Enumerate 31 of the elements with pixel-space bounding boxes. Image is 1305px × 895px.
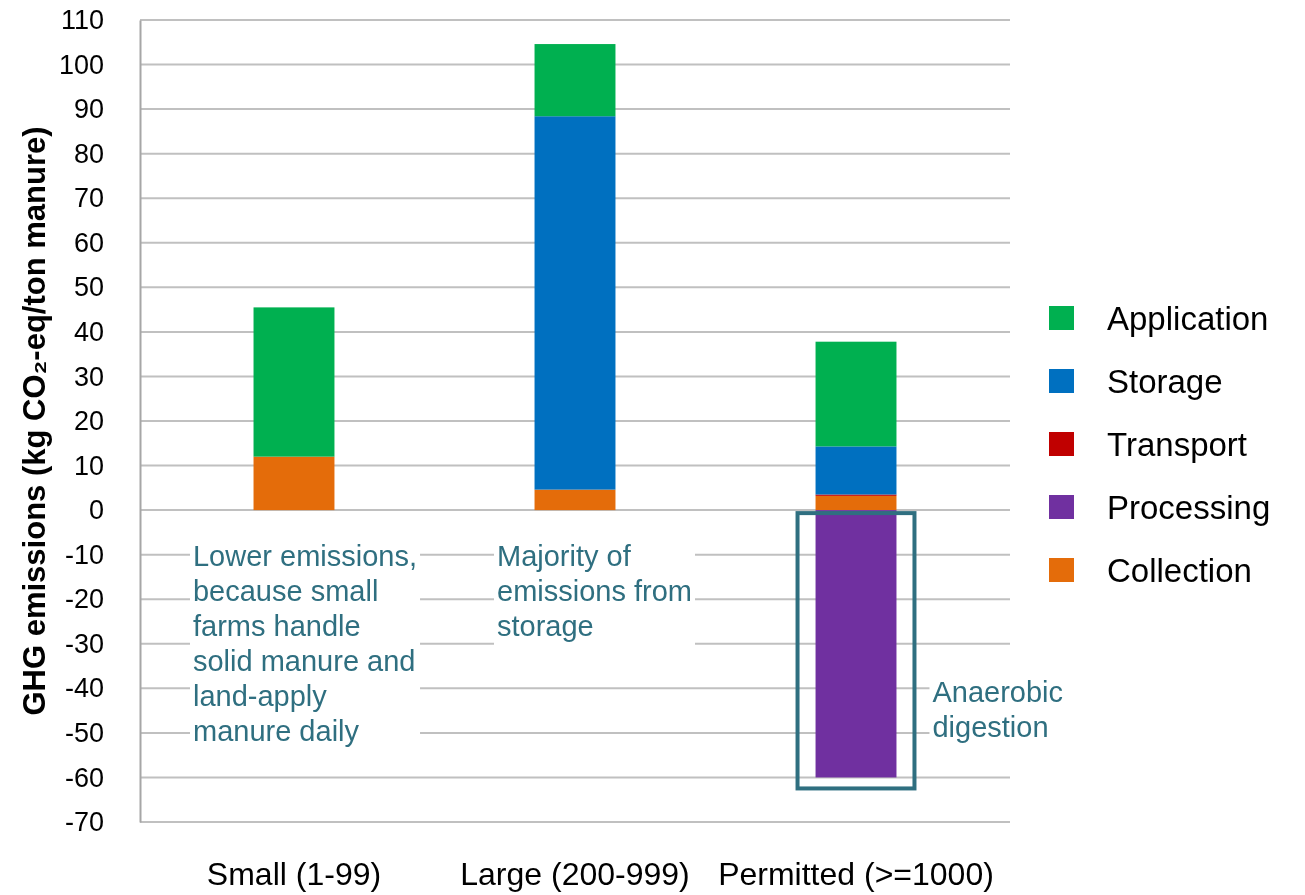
y-tick-label: 60 [73, 227, 104, 258]
x-tick-label: Permitted (>=1000) [718, 855, 994, 892]
y-tick-label: -70 [64, 807, 104, 838]
legend-label: Storage [1107, 362, 1223, 400]
x-tick-label: Small (1-99) [206, 855, 382, 892]
y-tick-label: 70 [73, 183, 104, 214]
y-tick-label: 30 [73, 361, 104, 392]
y-tick-label: 40 [73, 317, 104, 348]
legend-label: Transport [1107, 425, 1247, 463]
annotation: Anaerobic digestion [932, 676, 1064, 743]
y-tick-label: -30 [64, 628, 104, 659]
annotation: Lower emissions, because small farms handle solid manure and land-apply manure daily [192, 540, 418, 747]
legend-label: Collection [1107, 551, 1252, 589]
y-tick-label: 0 [88, 495, 104, 526]
y-tick-label: 90 [73, 94, 104, 125]
y-tick-label: 80 [73, 138, 104, 169]
y-tick-label: 110 [60, 5, 104, 36]
legend-label: Application [1107, 299, 1269, 337]
annotation: Majority of emissions from storage [497, 540, 692, 642]
y-tick-label: -40 [64, 673, 104, 704]
legend-label: Processing [1107, 488, 1271, 526]
y-tick-label: 20 [73, 406, 104, 437]
x-tick-label: Large (200-999) [460, 855, 690, 892]
y-tick-label: -50 [64, 718, 104, 749]
y-tick-label: -60 [64, 762, 104, 793]
y-tick-label: 50 [73, 272, 104, 303]
y-tick-label: -10 [64, 539, 104, 570]
y-tick-label: 100 [58, 49, 104, 80]
y-tick-label: 10 [73, 450, 104, 481]
y-tick-label: -20 [64, 584, 104, 615]
y-axis-title: GHG emissions (kg CO₂-eq/ton manure) [16, 126, 52, 716]
